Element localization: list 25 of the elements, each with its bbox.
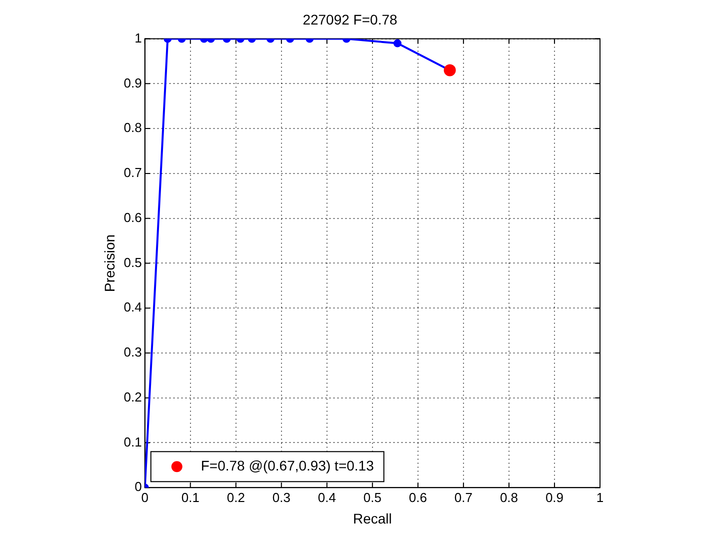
y-tick-label: 0: [134, 479, 142, 494]
x-tick-label: 0.7: [454, 490, 472, 505]
x-tick-label: 0.9: [545, 490, 564, 505]
y-tick-label: 0.8: [124, 120, 142, 136]
y-tick-label: 0.7: [124, 165, 142, 180]
y-tick-label: 0.3: [124, 344, 142, 360]
y-tick-label: 0.5: [124, 254, 142, 270]
x-tick-label: 0.3: [272, 490, 290, 505]
x-tick-label: 0.8: [500, 490, 518, 505]
chart-title: 227092 F=0.78: [302, 11, 398, 28]
x-axis-title: Recall: [352, 510, 392, 526]
y-tick-label: 0.2: [124, 389, 142, 404]
y-tick-label: 1: [134, 30, 142, 46]
legend-label: F=0.78 @(0.67,0.93) t=0.13: [200, 457, 374, 474]
x-tick-label: 0.5: [363, 490, 382, 505]
x-tick-label: 0.1: [181, 490, 200, 505]
x-tick-label: 0.6: [408, 490, 427, 505]
x-tick-label: 0.4: [318, 490, 336, 505]
x-tick-label: 1: [596, 490, 604, 505]
y-tick-label: 0.4: [124, 300, 142, 315]
y-axis-title: Precision: [101, 234, 118, 292]
y-tick-label: 0.1: [124, 434, 142, 450]
y-tick-label: 0.6: [124, 210, 142, 225]
x-tick-label: 0.2: [226, 490, 245, 505]
y-tick-label: 0.9: [124, 75, 142, 90]
